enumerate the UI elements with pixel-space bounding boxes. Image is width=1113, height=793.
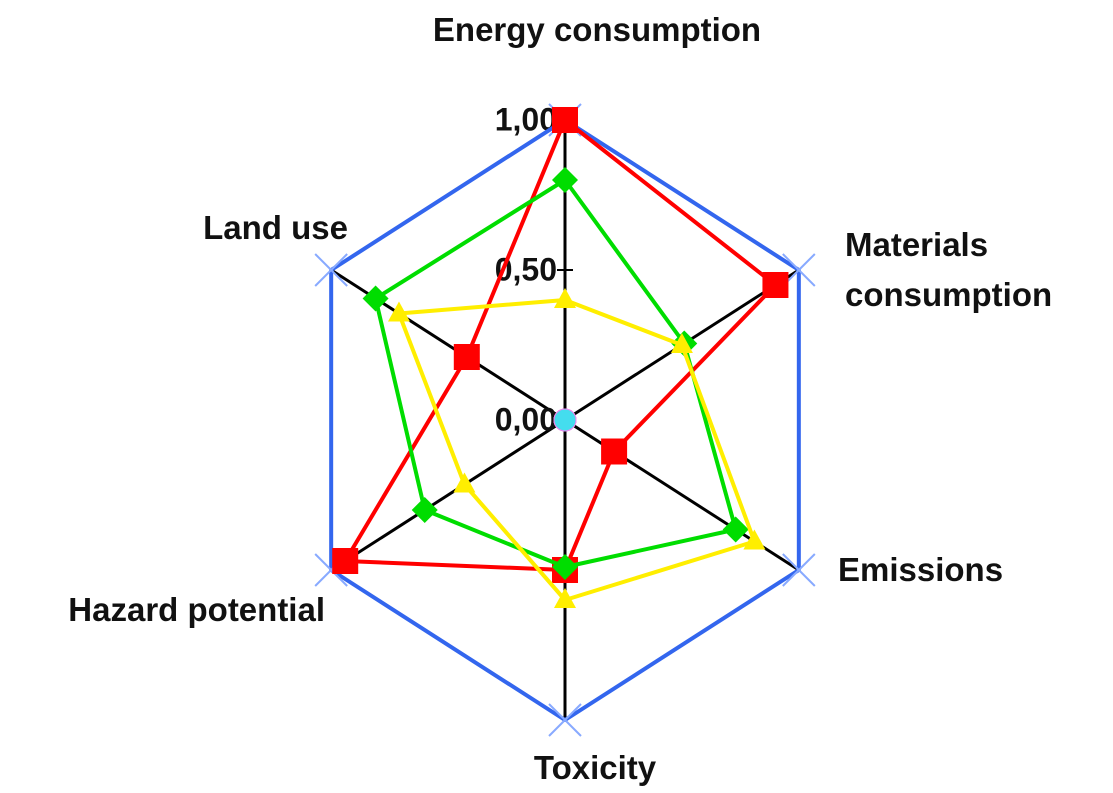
point: [601, 438, 628, 465]
axis-line: [330, 268, 566, 422]
point: [552, 167, 578, 193]
point: [552, 554, 578, 580]
point: [387, 301, 410, 322]
category-label: Energy consumption: [432, 11, 762, 48]
category-label: Materials consumption: [845, 226, 1053, 313]
category-label: Toxicity: [533, 749, 657, 786]
category-label: Land use: [203, 209, 348, 246]
point: [782, 553, 816, 587]
point: [552, 107, 578, 133]
point: [743, 529, 766, 550]
point: [670, 333, 693, 353]
point: [762, 272, 789, 298]
point: [554, 288, 576, 308]
category-label: Hazard potential: [68, 591, 325, 628]
point: [411, 497, 438, 523]
series-line: [396, 298, 757, 602]
axis-line: [330, 418, 566, 572]
category-label: Emissions: [838, 551, 1004, 588]
point: [554, 588, 576, 608]
point: [332, 548, 359, 574]
point: [453, 344, 480, 370]
y-tick-label: 0,00: [495, 401, 557, 437]
point: [362, 285, 389, 312]
point: [722, 516, 749, 543]
point: [453, 472, 476, 493]
point: [553, 408, 577, 432]
point: [548, 703, 582, 737]
point: [314, 253, 348, 287]
